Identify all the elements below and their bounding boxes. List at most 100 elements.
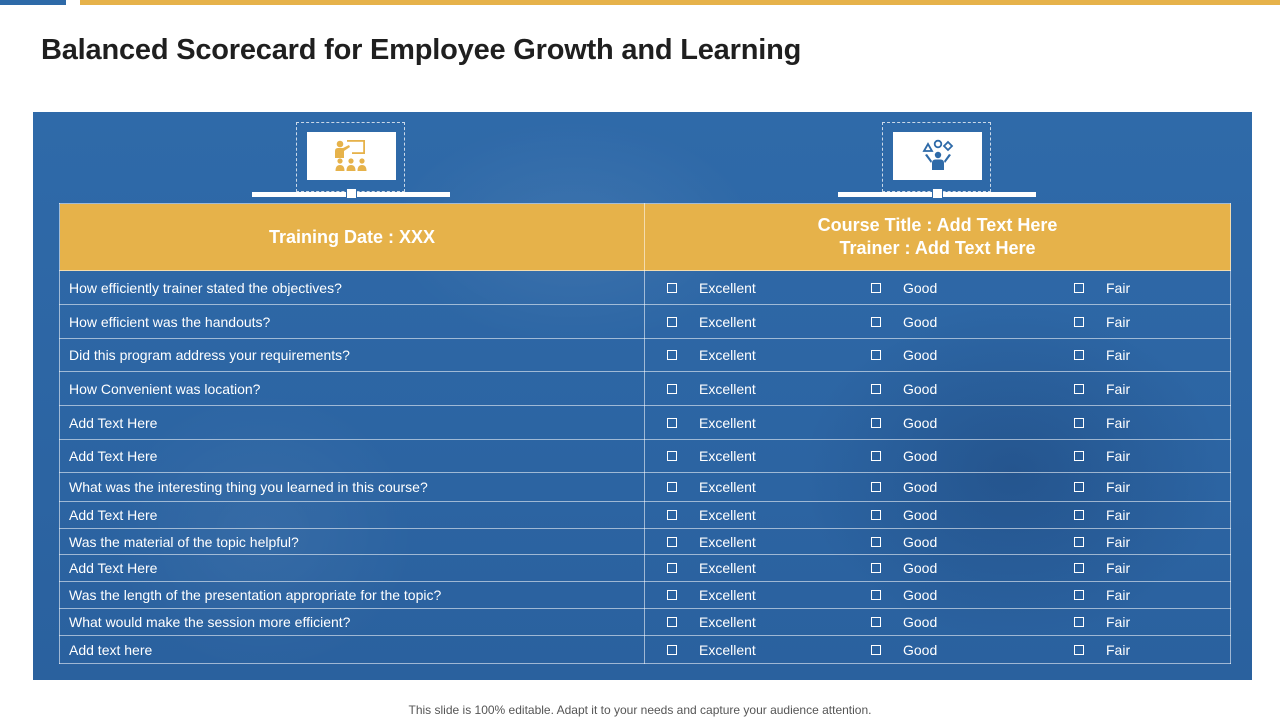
rating-option-good[interactable]: Good (871, 614, 937, 630)
checkbox[interactable] (1074, 510, 1084, 520)
rating-option-excellent[interactable]: Excellent (667, 587, 756, 603)
option-label: Good (903, 313, 938, 330)
checkbox[interactable] (871, 350, 881, 360)
checkbox[interactable] (667, 383, 677, 394)
checkbox[interactable] (871, 282, 881, 293)
checkbox[interactable] (1074, 617, 1084, 627)
table-header-row: Training Date : XXX Course Title : Add T… (59, 203, 1231, 271)
checkbox[interactable] (871, 590, 881, 600)
checkbox[interactable] (667, 617, 677, 627)
rating-option-fair[interactable]: Fair (1074, 314, 1130, 330)
checkbox[interactable] (871, 617, 881, 627)
checkbox[interactable] (871, 451, 881, 461)
checkbox[interactable] (871, 316, 881, 327)
footer-note: This slide is 100% editable. Adapt it to… (408, 703, 872, 717)
checkbox[interactable] (1074, 383, 1084, 394)
rating-option-good[interactable]: Good (871, 507, 937, 523)
checkbox[interactable] (667, 510, 677, 520)
option-label: Good (903, 507, 938, 523)
option-label: Excellent (699, 347, 756, 363)
rating-option-good[interactable]: Good (871, 347, 937, 363)
rating-option-excellent[interactable]: Excellent (667, 534, 756, 550)
rating-option-good[interactable]: Good (871, 560, 937, 576)
checkbox[interactable] (1074, 316, 1084, 327)
rating-option-fair[interactable]: Fair (1074, 587, 1130, 603)
checkbox[interactable] (667, 316, 677, 327)
checkbox[interactable] (667, 482, 677, 492)
rating-option-fair[interactable]: Fair (1074, 347, 1130, 363)
training-date-header: Training Date : XXX (59, 203, 645, 271)
rating-option-fair[interactable]: Fair (1074, 560, 1130, 576)
checkbox[interactable] (871, 536, 881, 547)
checkbox[interactable] (1074, 451, 1084, 461)
rating-option-excellent[interactable]: Excellent (667, 614, 756, 630)
option-label: Fair (1106, 587, 1131, 603)
checkbox[interactable] (1074, 350, 1084, 360)
rating-option-good[interactable]: Good (871, 534, 937, 550)
question-cell: What would make the session more efficie… (59, 608, 645, 636)
checkbox[interactable] (1074, 282, 1084, 293)
rating-option-excellent[interactable]: Excellent (667, 381, 756, 397)
checkbox[interactable] (1074, 590, 1084, 600)
checkbox[interactable] (871, 563, 881, 573)
checkbox[interactable] (1074, 644, 1084, 655)
checkbox[interactable] (1074, 417, 1084, 428)
option-label: Fair (1106, 560, 1131, 576)
rating-option-fair[interactable]: Fair (1074, 381, 1130, 397)
checkbox[interactable] (1074, 536, 1084, 547)
question-cell: Add Text Here (59, 405, 645, 440)
rating-option-excellent[interactable]: Excellent (667, 642, 756, 658)
checkbox[interactable] (871, 510, 881, 520)
rating-option-good[interactable]: Good (871, 415, 937, 431)
rating-option-fair[interactable]: Fair (1074, 507, 1130, 523)
table-row: How Convenient was location? Excellent Goo… (59, 371, 1231, 406)
rating-option-excellent[interactable]: Excellent (667, 560, 756, 576)
checkbox[interactable] (1074, 563, 1084, 573)
rating-option-excellent[interactable]: Excellent (667, 314, 756, 330)
rating-option-good[interactable]: Good (871, 314, 937, 330)
checkbox[interactable] (667, 417, 677, 428)
checkbox[interactable] (667, 451, 677, 461)
rating-options-cell: Excellent Good Fair (644, 371, 1231, 406)
checkbox[interactable] (667, 350, 677, 360)
checkbox[interactable] (871, 644, 881, 655)
checkbox[interactable] (667, 644, 677, 655)
rating-option-good[interactable]: Good (871, 642, 937, 658)
rating-option-good[interactable]: Good (871, 280, 937, 296)
rating-option-good[interactable]: Good (871, 448, 937, 464)
rating-option-excellent[interactable]: Excellent (667, 507, 756, 523)
checkbox[interactable] (871, 417, 881, 428)
checkbox[interactable] (1074, 482, 1084, 492)
option-label: Good (903, 614, 938, 630)
rating-option-fair[interactable]: Fair (1074, 642, 1130, 658)
option-label: Fair (1106, 479, 1131, 495)
checkbox[interactable] (667, 590, 677, 600)
checkbox[interactable] (667, 536, 677, 547)
checkbox[interactable] (667, 282, 677, 293)
rating-option-fair[interactable]: Fair (1074, 534, 1130, 550)
rating-option-excellent[interactable]: Excellent (667, 448, 756, 464)
rating-option-fair[interactable]: Fair (1074, 479, 1130, 495)
checkbox[interactable] (871, 383, 881, 394)
rating-option-fair[interactable]: Fair (1074, 415, 1130, 431)
rating-option-fair[interactable]: Fair (1074, 614, 1130, 630)
option-label: Excellent (699, 533, 756, 550)
option-label: Good (903, 448, 938, 464)
checkbox[interactable] (667, 563, 677, 573)
question-cell: Add Text Here (59, 554, 645, 582)
rating-option-good[interactable]: Good (871, 381, 937, 397)
option-label: Excellent (699, 414, 756, 431)
rating-option-excellent[interactable]: Excellent (667, 280, 756, 296)
question-cell: How Convenient was location? (59, 371, 645, 406)
rating-option-fair[interactable]: Fair (1074, 280, 1130, 296)
rating-option-excellent[interactable]: Excellent (667, 479, 756, 495)
rating-option-good[interactable]: Good (871, 587, 937, 603)
course-title-text: Course Title : Add Text Here (817, 215, 1058, 235)
rating-option-excellent[interactable]: Excellent (667, 347, 756, 363)
rating-option-fair[interactable]: Fair (1074, 448, 1130, 464)
table-row: Was the length of the presentation appro… (59, 581, 1231, 609)
option-label: Excellent (699, 614, 756, 630)
checkbox[interactable] (871, 482, 881, 492)
rating-option-good[interactable]: Good (871, 479, 937, 495)
rating-option-excellent[interactable]: Excellent (667, 415, 756, 431)
